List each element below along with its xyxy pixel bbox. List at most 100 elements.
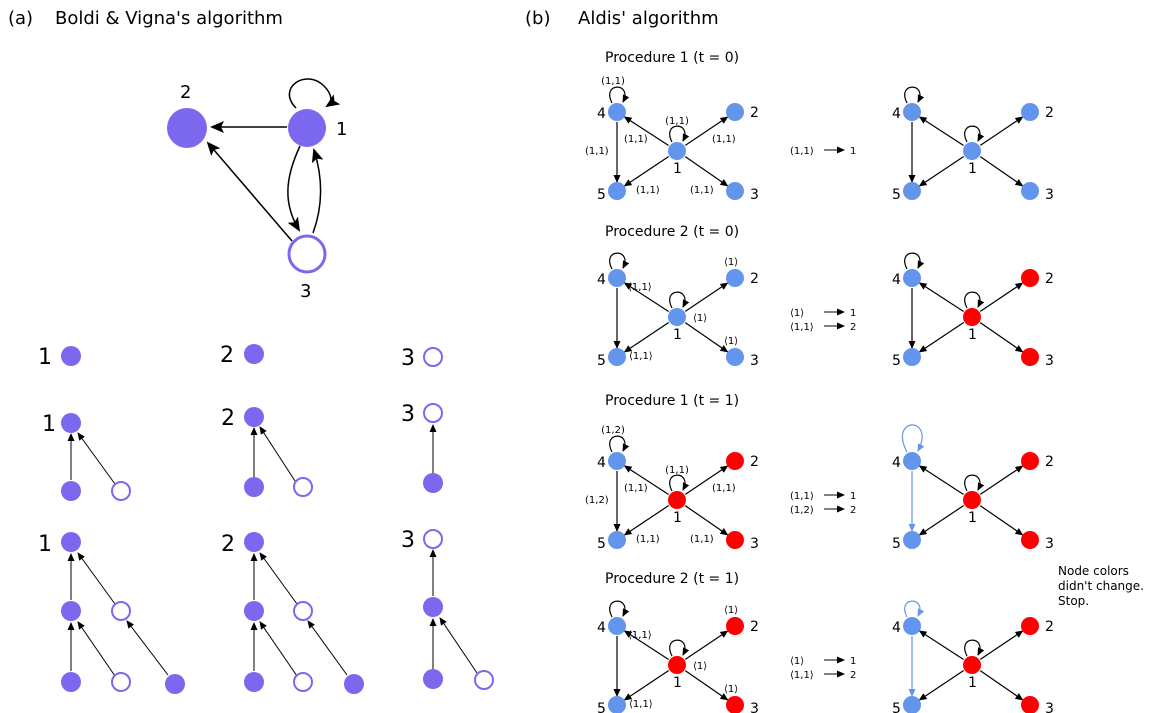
edge-label: (1,1) xyxy=(712,134,736,145)
graph-node-2 xyxy=(726,269,744,287)
graph-node-4 xyxy=(903,617,921,635)
node-label-4: 4 xyxy=(892,272,901,288)
tree-node xyxy=(423,473,443,493)
self-loop xyxy=(904,252,925,270)
graph-node-5 xyxy=(903,531,921,549)
node-label-1: 1 xyxy=(673,161,682,177)
graph-node-1 xyxy=(668,308,686,326)
node-label-3: 3 xyxy=(1045,701,1054,713)
graph-edge xyxy=(918,116,964,147)
edge-1-to-3 xyxy=(287,145,301,232)
graph-edge xyxy=(918,630,964,661)
self-loop xyxy=(609,252,630,270)
node-label-5: 5 xyxy=(597,701,606,713)
graph-node-3 xyxy=(726,531,744,549)
node-label-4: 4 xyxy=(597,106,606,122)
self-loop xyxy=(609,86,630,104)
self-loop xyxy=(669,291,690,309)
graph-node-3 xyxy=(1021,531,1039,549)
graph-edge xyxy=(979,322,1024,353)
graph-edge xyxy=(684,116,729,146)
graph-node-4 xyxy=(608,103,626,121)
node-label-4: 4 xyxy=(892,620,901,636)
node-label-2: 2 xyxy=(1045,105,1054,121)
tree-node xyxy=(111,601,131,621)
graph-node-5 xyxy=(903,182,921,200)
tree-root-3-depth0 xyxy=(423,347,443,367)
node-label-4: 4 xyxy=(597,455,606,471)
graph-node-5 xyxy=(903,696,921,713)
edge-label: (1,1) xyxy=(636,534,660,545)
node-label-5: 5 xyxy=(597,353,606,369)
tree-root-1-depth0 xyxy=(61,346,81,366)
node-label-3: 3 xyxy=(750,536,759,552)
node-multiset-4: ⟨1,1⟩ xyxy=(628,282,652,293)
tree-label-1-depth2: 1 xyxy=(38,532,52,557)
graph-node-1 xyxy=(963,308,981,326)
node-label-1: 1 xyxy=(673,327,682,343)
graph-edge xyxy=(684,505,729,536)
graph-edge xyxy=(623,322,670,353)
graph-edge xyxy=(979,505,1024,536)
self-loop-1 xyxy=(288,78,341,109)
node-label-3: 3 xyxy=(750,187,759,203)
node-label-3: 3 xyxy=(1045,353,1054,369)
stop-note: Node colors didn't change. Stop. xyxy=(1058,564,1144,609)
graph-edge xyxy=(918,156,965,187)
self-loop xyxy=(964,474,985,492)
self-loop xyxy=(964,125,985,143)
panel-a-trees: 1 2 3 1 2 3 1 xyxy=(38,343,494,694)
panel-b-label: (b) xyxy=(525,8,550,29)
graph-edge xyxy=(918,505,965,536)
graph-node-1 xyxy=(963,142,981,160)
node-label-2: 2 xyxy=(750,454,759,470)
node-label-1: 1 xyxy=(968,327,977,343)
graph-node-4 xyxy=(608,452,626,470)
procedure-title: Procedure 2 (t = 1) xyxy=(605,571,739,587)
tree-label-1-depth1: 1 xyxy=(42,412,56,437)
tree-root-1-depth2 xyxy=(61,532,81,552)
panel-a-graph: 2 1 3 xyxy=(167,78,347,302)
graph-node-2 xyxy=(726,617,744,635)
mapping-to: 2 xyxy=(850,670,856,681)
panel-a-label: (a) xyxy=(8,8,33,29)
mapping-from: ⟨1⟩ xyxy=(790,308,804,319)
tree-node xyxy=(165,674,185,694)
graph-node-1 xyxy=(963,656,981,674)
edge-label: (1,1) xyxy=(665,465,689,476)
node-multiset-2: ⟨1⟩ xyxy=(724,605,738,616)
tree-root-2-depth0 xyxy=(244,344,264,364)
node-label-4: 4 xyxy=(597,620,606,636)
tree-node xyxy=(244,672,264,692)
graph-edge xyxy=(623,670,670,701)
tree-label-2-depth2: 2 xyxy=(221,532,235,557)
tree-node xyxy=(474,670,494,690)
node-label-1: 1 xyxy=(673,675,682,691)
tree-label-3-depth0: 3 xyxy=(401,346,415,371)
graph-node-1-label: 1 xyxy=(336,119,347,140)
self-loop xyxy=(964,639,985,657)
panel-a-title: Boldi & Vigna's algorithm xyxy=(55,8,283,29)
mapping-from: (1,1) xyxy=(790,146,814,157)
edge-3-to-1 xyxy=(311,148,324,234)
edge-label: (1,1) xyxy=(624,134,648,145)
graph-edge xyxy=(979,116,1024,146)
node-label-1: 1 xyxy=(968,161,977,177)
graph-edge xyxy=(623,282,669,313)
graph-node-1 xyxy=(288,109,326,147)
graph-node-3 xyxy=(1021,182,1039,200)
graph-edge xyxy=(623,505,670,536)
edge-label: (1,1) xyxy=(712,483,736,494)
node-label-2: 2 xyxy=(750,619,759,635)
edge-label: (1,1) xyxy=(601,76,625,87)
self-loop xyxy=(669,639,690,657)
node-label-5: 5 xyxy=(892,701,901,713)
tree-node xyxy=(244,477,264,497)
edge-label: (1,1) xyxy=(665,116,689,127)
edge-3-to-2 xyxy=(206,141,293,242)
graph-node-2 xyxy=(167,108,207,148)
panel-b-rows: Procedure 1 (t = 0) 1 2 3 4 5 (1,1) (1,1) (1,1) (… xyxy=(585,50,1054,713)
edge-label: (1,2) xyxy=(601,425,625,436)
mapping-to: 1 xyxy=(850,308,856,319)
graph-node-2 xyxy=(726,103,744,121)
